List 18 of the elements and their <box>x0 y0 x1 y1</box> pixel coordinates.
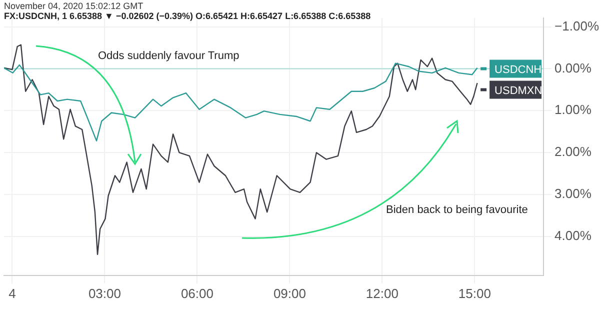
x-tick-label: 4 <box>8 286 16 301</box>
text: November 04, 2020 15:02:12 GMT <box>4 1 144 11</box>
legend-label: USDMXN <box>494 84 542 97</box>
y-tick-label: 4.00% <box>554 228 592 243</box>
annotation: Biden back to being favourite <box>386 204 528 216</box>
y-tick-label: 2.00% <box>554 144 592 160</box>
annotation: Odds suddenly favour Trump <box>98 50 240 62</box>
y-tick-label: −1.00% <box>554 18 600 34</box>
x-tick-label: 15:00 <box>458 286 491 301</box>
x-tick-label: 09:00 <box>273 286 306 301</box>
y-tick-label: 3.00% <box>554 186 592 202</box>
y-tick-label: 1.00% <box>554 102 592 118</box>
x-tick-label: 03:00 <box>88 286 121 301</box>
x-tick-label: 06:00 <box>180 286 214 301</box>
legend-label: USDCNH <box>494 64 542 76</box>
x-tick-label: 12:00 <box>366 286 398 301</box>
y-tick-label: 0.00% <box>554 60 592 76</box>
annotation: FX:USDCNH, 1 6.65388 ▼ −0.02602 (−0.39%) O:6.65421 H:6.65427 L:6.65388 C:6.65388 <box>4 11 371 21</box>
